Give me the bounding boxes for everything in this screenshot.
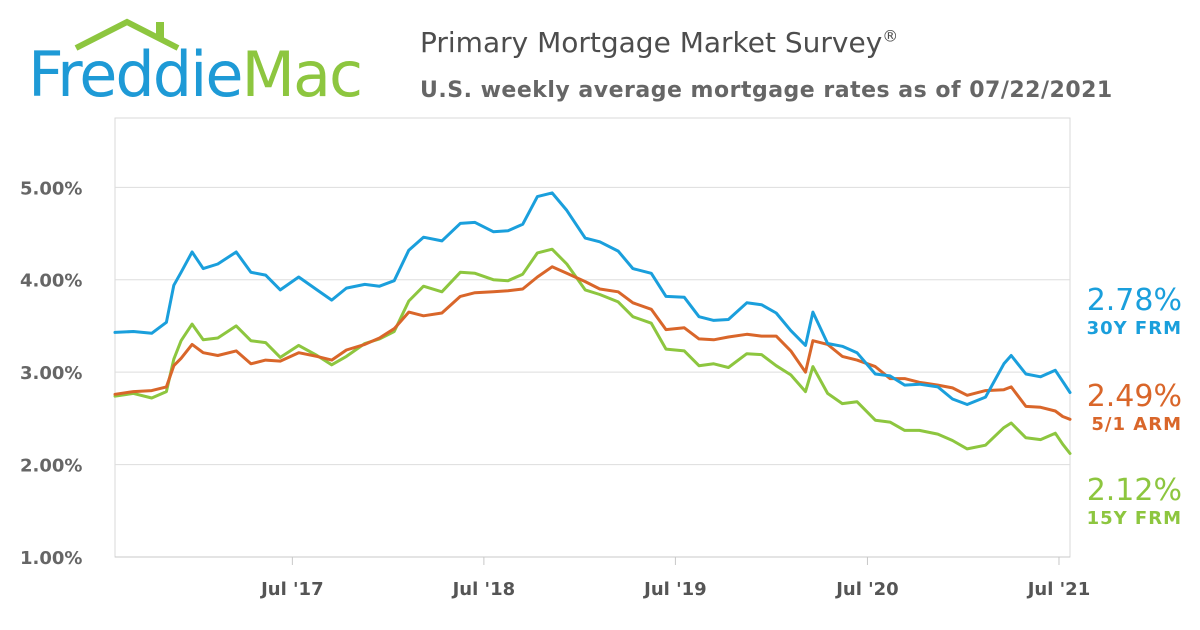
freddie-mac-logo: FreddieMac <box>22 14 382 114</box>
chart-title: Primary Mortgage Market Survey® <box>420 26 898 59</box>
chart-subtitle: U.S. weekly average mortgage rates as of… <box>420 78 1113 103</box>
y-tick-label: 2.00% <box>20 456 82 477</box>
chart-title-text: Primary Mortgage Market Survey <box>420 26 883 59</box>
latest-15y-frm-label: 15Y FRM <box>1086 508 1182 529</box>
latest-30y-frm: 2.78% 30Y FRM <box>1087 284 1182 340</box>
x-axis-ticks: Jul '17 Jul '18 Jul '19 Jul '20 Jul '21 <box>115 556 1091 600</box>
latest-5-1-arm: 2.49% 5/1 ARM <box>1087 380 1182 436</box>
x-tick-label: Jul '17 <box>259 579 324 600</box>
y-tick-label: 4.00% <box>20 271 82 292</box>
latest-5-1-arm-label: 5/1 ARM <box>1091 414 1182 435</box>
series-line-15y-frm <box>113 247 1072 455</box>
latest-30y-frm-value: 2.78% <box>1086 283 1182 318</box>
latest-5-1-arm-value: 2.49% <box>1086 379 1182 414</box>
series-lines <box>113 191 1072 455</box>
latest-30y-frm-label: 30Y FRM <box>1086 318 1182 339</box>
x-tick-label: Jul '18 <box>451 579 516 600</box>
x-tick-label: Jul '20 <box>834 579 899 600</box>
y-tick-label: 5.00% <box>20 178 82 199</box>
series-line-30y-frm <box>113 191 1072 406</box>
latest-15y-frm: 2.12% 15Y FRM <box>1087 474 1182 530</box>
y-tick-label: 1.00% <box>20 548 82 569</box>
house-roof-icon <box>74 18 180 51</box>
y-tick-label: 3.00% <box>20 363 82 384</box>
grid-lines <box>114 117 1071 558</box>
logo-wordmark: FreddieMac <box>28 44 363 106</box>
latest-15y-frm-value: 2.12% <box>1086 473 1182 508</box>
plot-area <box>114 117 1071 558</box>
logo-word-freddie: Freddie <box>28 38 244 111</box>
registered-mark: ® <box>882 26 899 46</box>
x-tick-label: Jul '21 <box>1026 579 1091 600</box>
x-tick-label: Jul '19 <box>642 579 707 600</box>
y-axis-ticks: 1.00% 2.00% 3.00% 4.00% 5.00% <box>20 178 82 569</box>
logo-word-mac: Mac <box>241 38 364 111</box>
series-line-5-1-arm <box>113 265 1072 421</box>
